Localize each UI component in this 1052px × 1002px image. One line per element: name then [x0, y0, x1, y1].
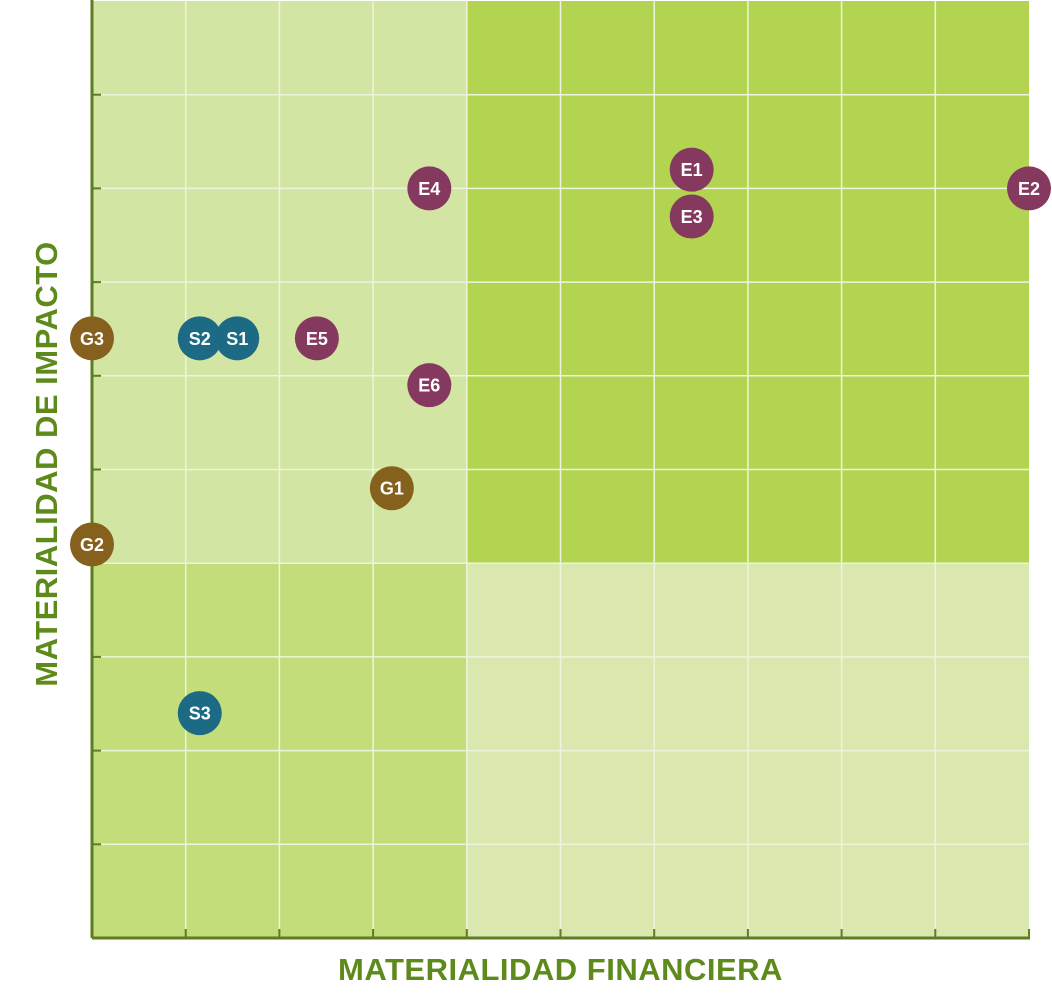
- point-marker: [669, 194, 714, 239]
- point-label: G2: [80, 535, 104, 555]
- data-points: E1 E2 E3 E4 E5 E6 S1 S2 S3 G1 G2 G3: [70, 147, 1051, 736]
- point-marker: [669, 147, 714, 192]
- y-axis-label: MATERIALIDAD DE IMPACTO: [29, 241, 64, 687]
- point-marker: [369, 466, 414, 511]
- point-marker: [407, 166, 452, 211]
- point-g3: G3: [70, 316, 114, 361]
- point-marker: [294, 316, 339, 361]
- point-label: E2: [1018, 179, 1040, 199]
- point-e2: E2: [1007, 166, 1051, 211]
- point-g2: G2: [70, 522, 114, 567]
- point-marker: [177, 691, 222, 736]
- point-e3: E3: [669, 194, 714, 239]
- point-marker: [215, 316, 260, 361]
- point-label: E3: [681, 207, 703, 227]
- x-axis-label: MATERIALIDAD FINANCIERA: [338, 952, 783, 987]
- point-e6: E6: [407, 363, 452, 408]
- gridlines: [92, 1, 1029, 938]
- point-label: G3: [80, 329, 104, 349]
- point-marker: [407, 363, 452, 408]
- point-marker: [177, 316, 222, 361]
- axes: [90, 0, 1030, 940]
- point-label: E6: [418, 376, 440, 396]
- point-s2: S2: [177, 316, 222, 361]
- point-s3: S3: [177, 691, 222, 736]
- point-label: E5: [306, 329, 328, 349]
- point-label: S3: [189, 704, 211, 724]
- point-e1: E1: [669, 147, 714, 192]
- point-marker: [70, 316, 114, 361]
- point-label: S2: [189, 329, 211, 349]
- point-e5: E5: [294, 316, 339, 361]
- point-s1: S1: [215, 316, 260, 361]
- point-label: G1: [380, 479, 404, 499]
- point-label: S1: [226, 329, 248, 349]
- point-marker: [1007, 166, 1051, 211]
- point-e4: E4: [407, 166, 452, 211]
- point-label: E1: [681, 160, 703, 180]
- point-label: E4: [418, 179, 440, 199]
- point-marker: [70, 522, 114, 567]
- point-g1: G1: [369, 466, 414, 511]
